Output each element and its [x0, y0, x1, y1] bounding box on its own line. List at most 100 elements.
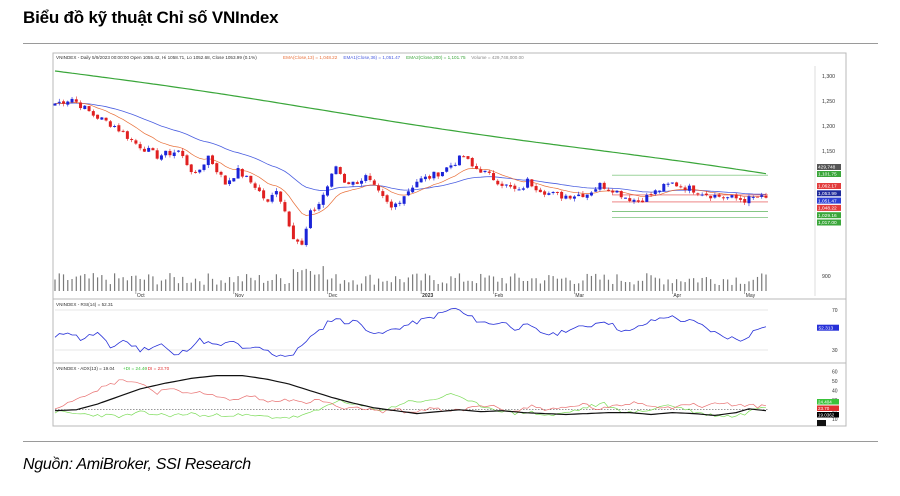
candle [662, 183, 666, 192]
candle [538, 189, 542, 193]
volume-bar [382, 281, 384, 291]
volume-bar [62, 274, 65, 291]
adx-tag-label: 23.70 [818, 406, 830, 411]
candle [198, 169, 202, 173]
volume-bar [416, 273, 418, 291]
candle [151, 148, 155, 151]
volume-bar [509, 276, 512, 291]
volume-bar [233, 282, 235, 291]
ema-200-line [54, 70, 767, 175]
volume-bar [207, 273, 209, 291]
candle [619, 191, 623, 198]
volume-bar [326, 279, 329, 291]
candle [419, 178, 423, 183]
volume-bar [67, 280, 69, 291]
volume-bar [267, 280, 269, 291]
price-tag-label: 1,051.47 [818, 198, 837, 204]
candle [270, 194, 274, 202]
volume-bar [177, 283, 180, 291]
candle [624, 197, 628, 199]
candle [504, 184, 508, 186]
volume-bar [322, 266, 324, 291]
volume-bar [590, 275, 593, 291]
candle [406, 191, 410, 196]
candle [589, 192, 593, 196]
candle [602, 182, 606, 189]
candle [598, 182, 602, 190]
candle [211, 155, 215, 165]
candle [509, 184, 513, 187]
volume-bar [424, 273, 427, 291]
candle [394, 203, 398, 208]
volume-bar [531, 278, 533, 291]
volume-bar [348, 282, 350, 291]
volume-bar [544, 280, 546, 291]
month-label: 2023 [422, 293, 433, 299]
candle [628, 198, 632, 202]
volume-bar [675, 279, 678, 291]
adx-series-line [54, 375, 767, 417]
volume-bar [96, 277, 99, 291]
candle [134, 140, 138, 144]
adx-series-line [54, 393, 767, 419]
candle [296, 239, 300, 242]
candle [317, 203, 321, 210]
volume-bar [637, 280, 639, 291]
candle [411, 187, 415, 193]
volume-bar [471, 281, 473, 291]
month-labels: Oct Nov Dec 2023 Feb Mar Apr May [135, 291, 756, 299]
candle [696, 193, 700, 195]
candle [113, 126, 117, 128]
volume-bar [616, 274, 618, 291]
candle [453, 164, 457, 166]
volume-bar [539, 283, 541, 291]
candle [377, 185, 381, 191]
volume-bar [254, 280, 256, 291]
volume-bar [463, 281, 465, 291]
volume-bar [620, 280, 622, 291]
dmi-label: +DI = 24.40 [123, 366, 147, 371]
candle [462, 156, 466, 158]
candle [645, 194, 649, 202]
volume-bar [548, 275, 550, 291]
candle [206, 155, 210, 166]
volume-bar [92, 273, 94, 291]
chart-frame [52, 52, 847, 427]
price-tag [817, 183, 841, 189]
volume-bar [573, 283, 576, 291]
candle [185, 155, 189, 166]
candle [308, 210, 312, 229]
volume-bar [160, 280, 163, 291]
volume-bar [714, 283, 716, 291]
candle [738, 198, 742, 200]
volume-bar [475, 283, 478, 291]
price-tag-label: 1,053.99 [818, 191, 837, 197]
candle [147, 147, 151, 152]
candle [164, 150, 168, 156]
candle [755, 196, 759, 198]
bottom-divider [23, 441, 878, 442]
candle [142, 148, 146, 152]
volume-bar [569, 280, 571, 291]
volume-bar [744, 283, 746, 291]
month-label: May [746, 293, 756, 299]
volume-bar [339, 283, 341, 291]
volume-bar [245, 274, 248, 291]
volume-bar [705, 277, 707, 291]
top-divider [23, 43, 878, 44]
candle [560, 191, 564, 199]
candle [436, 172, 440, 177]
candle [74, 99, 78, 102]
candle [581, 193, 585, 198]
adx-pane: VNINDEX - ADX(13) = 19.04 +DI = 24.40- D… [54, 366, 839, 426]
volume-bar [101, 275, 103, 291]
candle [228, 180, 232, 185]
candle [730, 195, 734, 198]
volume-bar [314, 274, 316, 291]
price-tag-label: 1,017.00 [818, 220, 837, 226]
candle [159, 155, 163, 160]
adx-tag [817, 399, 839, 405]
candle [291, 225, 295, 240]
y-tick-label: 1,300 [822, 74, 835, 80]
